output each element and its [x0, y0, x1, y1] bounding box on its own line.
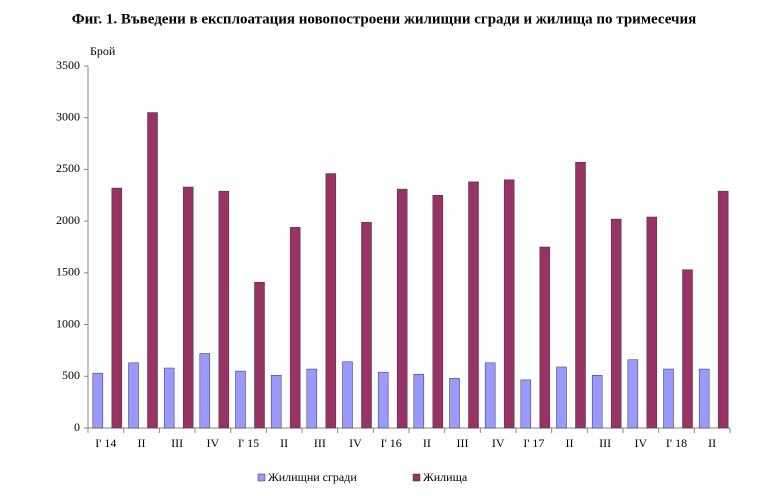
bar [591, 375, 603, 429]
bar [484, 362, 496, 429]
bar [698, 368, 710, 429]
bar [396, 188, 408, 429]
bar [449, 378, 460, 429]
y-tick-label: 3000 [56, 109, 80, 123]
legend-label: Жилища [423, 470, 468, 484]
x-tick-label: IV [349, 436, 362, 450]
x-tick-label: I' 14 [95, 436, 116, 450]
chart-title: Фиг. 1. Въведени в експлоатация новопост… [72, 11, 696, 27]
bar [575, 161, 586, 429]
y-tick-label: 0 [74, 420, 80, 434]
y-tick-label: 500 [62, 368, 80, 382]
bar [682, 269, 693, 429]
bar [270, 375, 282, 429]
legend-label: Жилищни сгради [268, 470, 357, 484]
bar [289, 227, 301, 429]
bar [128, 362, 139, 429]
x-tick-label: II [423, 436, 431, 450]
x-tick-label: IV [206, 436, 219, 450]
bar [468, 181, 479, 429]
bar [111, 187, 123, 429]
bar [556, 366, 567, 429]
x-tick-label: II [708, 436, 716, 450]
x-tick-label: III [599, 436, 611, 450]
x-tick-label: I' 17 [523, 436, 544, 450]
bar [610, 218, 622, 429]
bar [254, 281, 265, 429]
bar [235, 370, 246, 429]
bar [627, 359, 639, 429]
bar [182, 186, 194, 429]
bar [503, 179, 515, 429]
bar [413, 373, 425, 429]
y-tick-label: 1000 [56, 316, 80, 330]
bar [218, 190, 230, 429]
x-tick-label: III [314, 436, 326, 450]
x-tick-label: II [280, 436, 288, 450]
x-tick-label: I' 18 [666, 436, 687, 450]
x-tick-label: III [457, 436, 469, 450]
x-tick-label: I' 15 [238, 436, 259, 450]
bar [92, 372, 104, 429]
legend-swatch [412, 473, 421, 482]
y-tick-label: 2000 [56, 213, 80, 227]
bar [663, 368, 674, 429]
bar [163, 367, 175, 429]
bar [342, 361, 353, 429]
x-tick-label: IV [634, 436, 647, 450]
y-axis-label: Брой [90, 44, 116, 58]
y-tick-label: 1500 [56, 265, 80, 279]
x-tick-label: IV [492, 436, 505, 450]
x-tick-label: III [171, 436, 183, 450]
y-tick-label: 3500 [56, 58, 80, 72]
bar [325, 173, 337, 429]
bar [199, 353, 211, 429]
bar [646, 216, 658, 429]
bar [717, 190, 729, 429]
bar [520, 379, 532, 429]
bar [432, 195, 444, 429]
bar [377, 371, 389, 429]
legend-swatch [257, 473, 266, 482]
x-tick-label: II [566, 436, 574, 450]
bar [306, 368, 318, 429]
x-tick-label: II [138, 436, 146, 450]
x-tick-label: I' 16 [381, 436, 402, 450]
y-tick-label: 2500 [56, 161, 80, 175]
bar [539, 246, 551, 429]
bar [361, 221, 372, 429]
bar [147, 112, 158, 429]
